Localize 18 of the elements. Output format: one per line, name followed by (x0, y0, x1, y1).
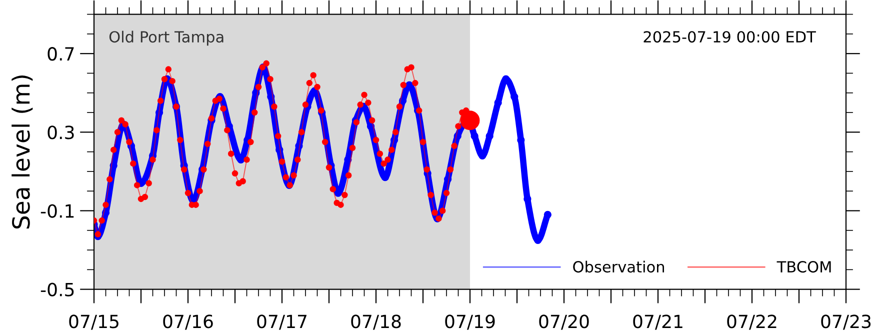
annotation: 2025-07-19 00:00 EDT (644, 31, 816, 43)
x-tick-label: 07/21 (633, 314, 682, 330)
x-tick-label: 07/18 (351, 314, 401, 330)
legend-label: TBCOM (776, 261, 831, 273)
y-axis-title: Sea level (m) (12, 76, 33, 229)
y-tick-label: 0.7 (48, 47, 74, 61)
y-tick-label: 0.3 (48, 126, 74, 140)
x-tick-label: 07/17 (257, 314, 306, 330)
x-tick-label: 07/23 (821, 314, 871, 330)
x-tick-label: 07/19 (445, 314, 495, 330)
x-tick-label: 07/15 (69, 314, 118, 330)
x-tick-label: 07/16 (163, 314, 213, 330)
y-tick-label: -0.1 (40, 204, 74, 218)
legend-label: Observation (573, 260, 664, 273)
band-label: Old Port Tampa (109, 30, 224, 46)
y-tick-label: -0.5 (40, 282, 74, 296)
x-tick-label: 07/22 (727, 314, 776, 330)
x-tick-label: 07/20 (539, 314, 589, 330)
